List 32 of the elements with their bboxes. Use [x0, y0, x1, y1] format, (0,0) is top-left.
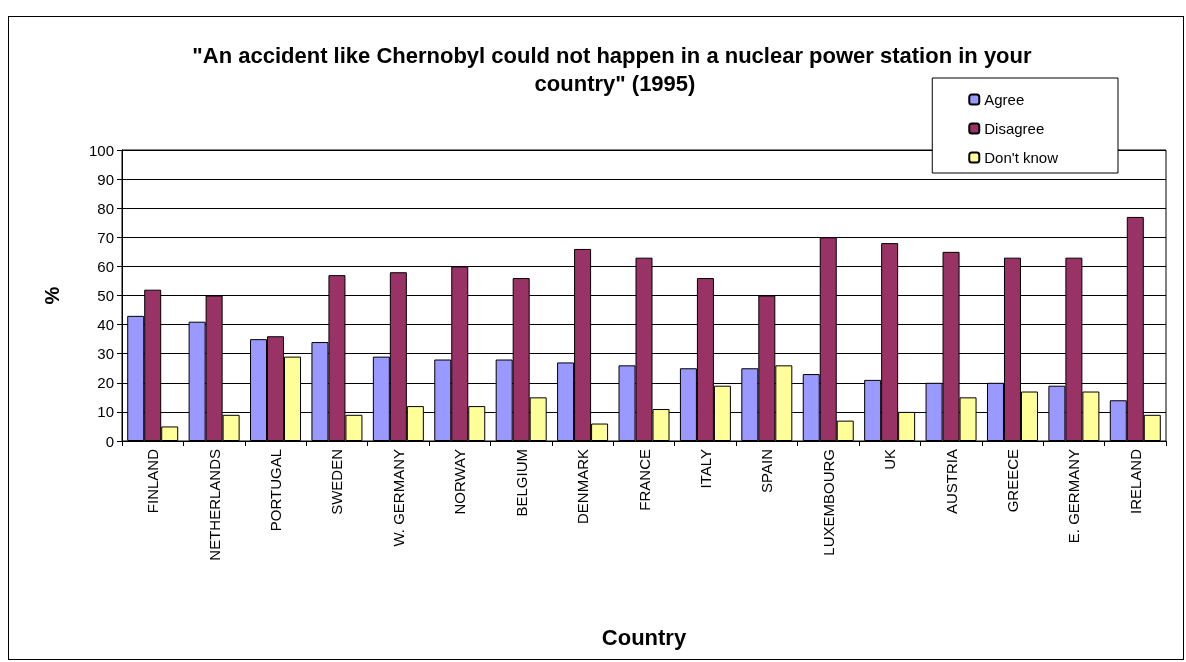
x-tick-label: FINLAND — [144, 448, 162, 514]
y-tick-label: 60 — [97, 257, 114, 275]
x-tick-label: W. GERMANY — [389, 449, 407, 547]
y-axis-title: % — [41, 286, 63, 305]
x-axis-title: Country — [601, 624, 687, 650]
legend-label: Don't know — [984, 149, 1059, 166]
x-tick-label: NETHERLANDS — [205, 449, 223, 561]
y-tick-label: 70 — [97, 228, 114, 246]
x-tick-label: PORTUGAL — [267, 449, 285, 532]
x-tick-label: AUSTRIA — [942, 449, 960, 515]
x-tick-label: LUXEMBOURG — [819, 449, 837, 556]
x-tick-label: UK — [881, 449, 899, 470]
x-tick-label: SPAIN — [758, 449, 776, 493]
y-tick-label: 10 — [97, 403, 114, 421]
x-tick-label: BELGIUM — [512, 449, 530, 517]
y-tick-label: 0 — [105, 432, 114, 450]
y-tick-label: 30 — [97, 345, 114, 363]
x-tick-label: FRANCE — [635, 449, 653, 511]
x-tick-label: SWEDEN — [328, 449, 346, 515]
y-tick-label: 20 — [97, 374, 114, 392]
y-tick-label: 90 — [97, 170, 114, 188]
x-tick-label: E. GERMANY — [1065, 449, 1083, 544]
x-tick-label: NORWAY — [451, 449, 469, 515]
x-tick-label: IRELAND — [1126, 448, 1144, 515]
y-tick-label: 80 — [97, 199, 114, 217]
y-tick-label: 100 — [88, 141, 114, 159]
x-tick-label: ITALY — [696, 449, 714, 489]
x-tick-label: GREECE — [1003, 449, 1021, 513]
y-tick-label: 40 — [97, 316, 114, 334]
x-tick-label: DENMARK — [574, 449, 592, 525]
y-tick-label: 50 — [97, 287, 114, 304]
legend-label: Disagree — [984, 120, 1045, 137]
